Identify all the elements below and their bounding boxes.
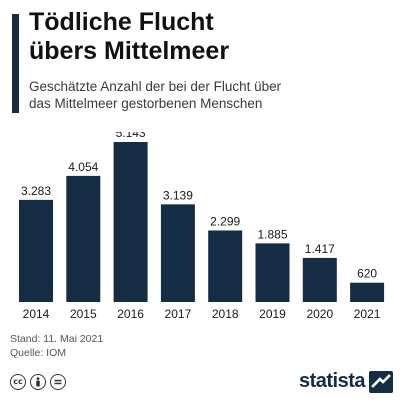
bar-2020 [302, 257, 337, 302]
footer: cc statista [0, 366, 405, 405]
brand-name: statista [298, 370, 366, 392]
x-tick-2021: 2021 [354, 307, 381, 321]
bar-2015 [66, 175, 101, 302]
license-icons: cc [10, 374, 66, 390]
value-label-2017: 3.139 [163, 188, 193, 202]
title-accent-bar [12, 14, 19, 113]
value-label-2015: 4.054 [68, 160, 98, 174]
bar-chart: 3.283 2014 4.054 2015 5.143 2016 3.139 2017 2.29… [19, 132, 385, 321]
title-line-1: Tödliche Flucht [29, 8, 214, 36]
chart-subtitle: Geschätzte Anzahl der bei der Flucht übe… [29, 78, 281, 112]
subtitle-line-1: Geschätzte Anzahl der bei der Flucht übe… [29, 79, 282, 94]
cc-icon[interactable]: cc [10, 374, 26, 390]
stand-date: Stand: 11. Mai 2021 [10, 333, 104, 345]
no-derivatives-icon[interactable] [50, 374, 66, 390]
statista-logo-icon [369, 370, 393, 393]
bar-2017 [160, 204, 195, 302]
page-title: Tödliche Flucht übers Mittelmeer [29, 8, 229, 66]
source-label: Quelle: IOM [10, 346, 67, 359]
bar-2016 [113, 142, 148, 302]
bar-2019 [255, 243, 290, 302]
x-tick-2018: 2018 [212, 307, 239, 321]
statista-logo[interactable]: statista [299, 370, 393, 393]
source-info: Stand: 11. Mai 2021 Quelle: IOM [10, 333, 103, 360]
x-tick-2016: 2016 [117, 307, 144, 321]
bar-2014 [19, 199, 53, 302]
x-tick-2015: 2015 [70, 307, 97, 321]
x-tick-2019: 2019 [259, 307, 286, 321]
value-label-2018: 2.299 [210, 214, 240, 228]
x-tick-2014: 2014 [23, 307, 50, 321]
value-label-2020: 1.417 [305, 242, 335, 256]
bar-2018 [208, 230, 243, 302]
attribution-icon[interactable] [30, 374, 46, 390]
x-tick-2020: 2020 [306, 307, 333, 321]
value-label-2014: 3.283 [21, 184, 51, 198]
bar-2021 [350, 282, 385, 302]
subtitle-line-2: das Mittelmeer gestorbenen Menschen [29, 96, 263, 111]
value-label-2016: 5.143 [116, 132, 146, 140]
value-label-2019: 1.885 [257, 227, 287, 241]
value-label-2021: 620 [357, 267, 377, 281]
x-tick-2017: 2017 [165, 307, 192, 321]
title-line-2: übers Mittelmeer [29, 37, 230, 65]
